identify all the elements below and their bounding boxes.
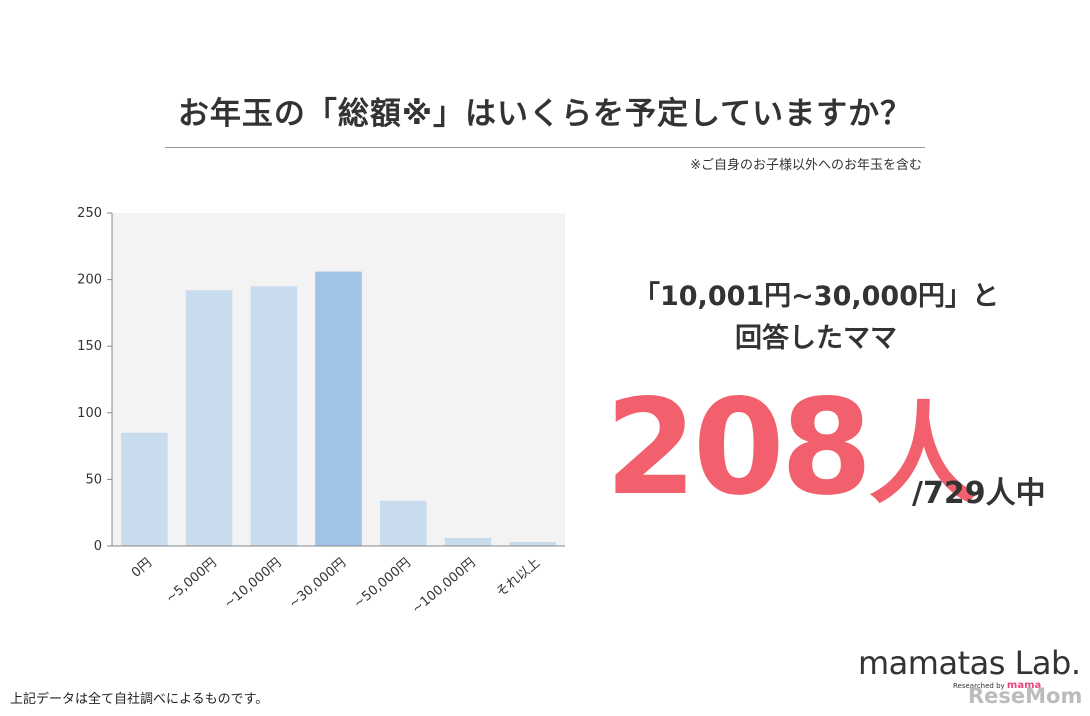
brand-logo: mamatas Lab. <box>858 644 1081 682</box>
resemom-watermark: ReseMom <box>968 684 1083 708</box>
callout-line-2: 回答したママ <box>735 323 897 354</box>
bar <box>315 271 362 546</box>
x-tick-label: それ以上 <box>494 556 543 601</box>
x-tick-label: 0円 <box>129 556 155 581</box>
y-tick-label: 150 <box>77 339 102 354</box>
data-source-note: 上記データは全て自社調べによるものです。 <box>10 692 269 707</box>
title-note: ※ご自身のお子様以外へのお年玉を含む <box>690 158 922 173</box>
callout-text: 「10,001円~30,000円」と 回答したママ <box>600 276 1032 360</box>
x-tick-label: ~5,000円 <box>163 556 219 607</box>
callout-line-1: 「10,001円~30,000円」と <box>632 281 999 312</box>
page-title: お年玉の「総額※」はいくらを予定していますか？ <box>177 96 913 132</box>
y-tick-label: 200 <box>77 273 102 288</box>
y-tick-label: 100 <box>77 406 102 421</box>
x-tick-label: ~10,000円 <box>222 556 285 612</box>
x-tick-label: ~30,000円 <box>286 556 349 612</box>
bar <box>185 290 233 546</box>
x-tick-label: ~50,000円 <box>351 556 414 612</box>
x-tick-label: ~100,000円 <box>409 556 478 617</box>
bar <box>444 538 492 546</box>
callout-count: 208人 <box>605 365 979 525</box>
brand-subline: Researched by mama <box>953 680 1041 691</box>
y-tick-label: 250 <box>77 206 102 221</box>
title-divider <box>165 147 925 148</box>
bar <box>379 500 427 546</box>
researched-by-label: Researched by <box>953 682 1005 690</box>
bar-chart: 0 50 100 150 200 250 0円 ~5,000円 ~10,000円 ~30,000円… <box>77 206 565 617</box>
callout-value: 208 <box>605 371 873 525</box>
y-tick-label: 50 <box>85 472 102 487</box>
callout-unit: 人 <box>868 391 979 519</box>
bar <box>509 542 556 546</box>
callout-total: /729人中 <box>912 476 1046 511</box>
y-tick-label: 0 <box>94 539 102 554</box>
mama-logo: mama <box>1006 680 1042 691</box>
bar <box>121 432 168 546</box>
bar <box>250 286 298 546</box>
